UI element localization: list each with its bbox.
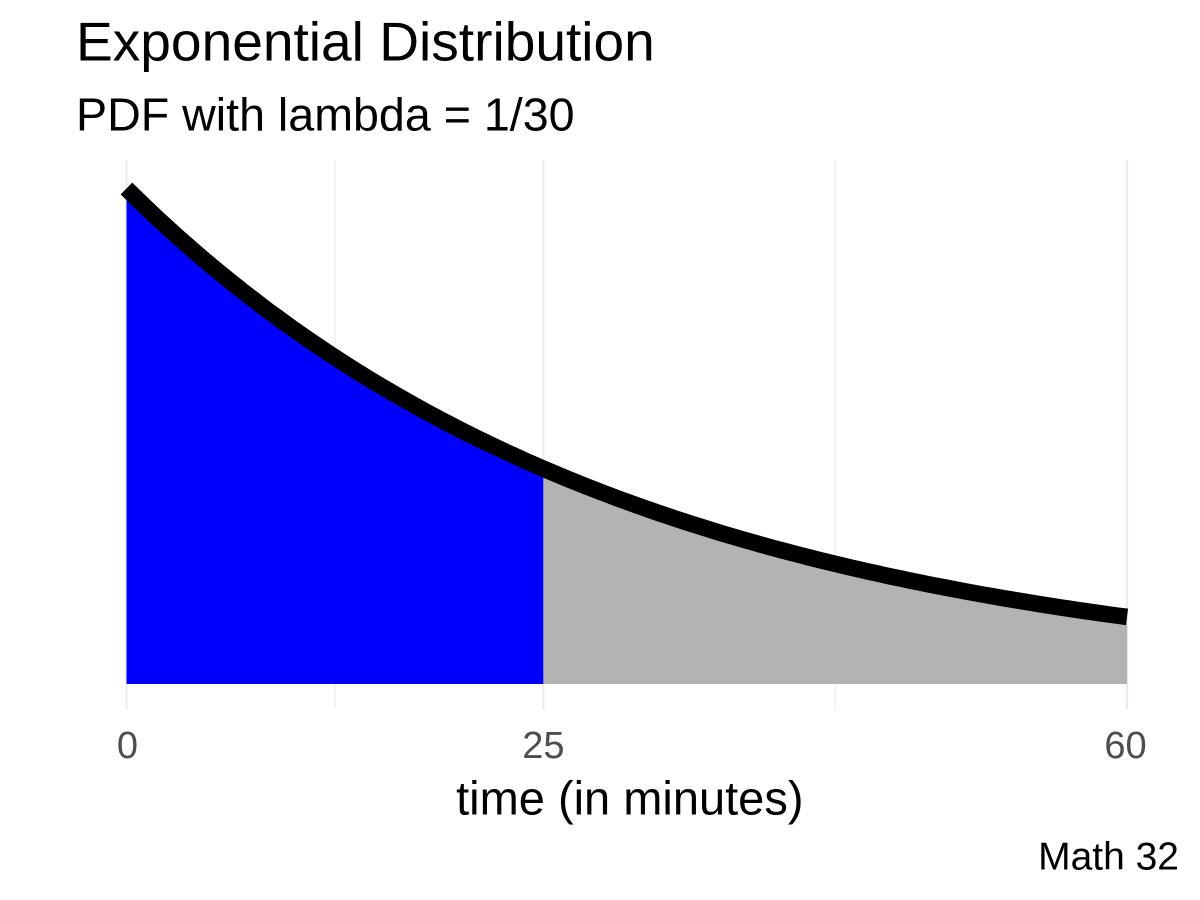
svg-text:time (in minutes): time (in minutes) xyxy=(456,772,803,825)
svg-text:60: 60 xyxy=(1104,725,1146,767)
svg-text:25: 25 xyxy=(522,725,564,767)
svg-text:0: 0 xyxy=(117,725,138,767)
svg-text:PDF with lambda = 1/30: PDF with lambda = 1/30 xyxy=(76,89,575,141)
svg-text:Math 32: Math 32 xyxy=(1038,836,1179,879)
svg-text:Exponential Distribution: Exponential Distribution xyxy=(76,11,655,73)
